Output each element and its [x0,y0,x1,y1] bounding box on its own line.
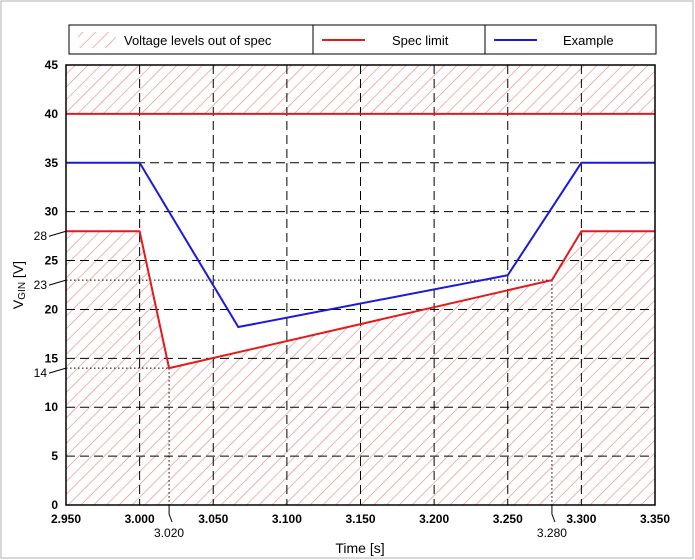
legend-label-example: Example [563,33,614,48]
annotation-leader-x [168,505,173,523]
y-tick-label: 5 [51,449,58,463]
x-tick-label: 3.100 [272,512,302,526]
plot-border [65,64,656,506]
helper-lines [66,279,553,505]
annotation-leader-y [48,367,67,374]
y-tick-label: 10 [45,400,59,414]
y-tick-label: 20 [45,302,59,316]
legend-label-spec-limit: Spec limit [392,33,449,48]
y-tick-label: 35 [45,156,59,170]
annotations: 28 23 14 3.020 3.280 [34,229,568,540]
annotation-leader-x [551,505,556,523]
annotation-label-x: 3.020 [154,526,184,540]
series-line-example [66,161,655,329]
legend-label-out-of-spec: Voltage levels out of spec [124,33,272,48]
grid [66,65,655,505]
x-tick-label: 3.300 [566,512,596,526]
x-tick-label: 3.200 [419,512,449,526]
x-tick-label: 3.250 [493,512,523,526]
x-tick-label: 3.050 [198,512,228,526]
y-tick-label: 15 [45,351,59,365]
ticks: 2.950 3.000 3.050 3.100 3.150 3.200 3.250 3.300… [45,58,671,526]
x-tick-label: 2.950 [51,512,81,526]
x-tick-label: 3.150 [345,512,375,526]
annotation-leader-y [48,279,67,286]
legend-swatch-hatch [78,32,116,48]
annotation-label-y: 28 [34,229,48,243]
legend: Voltage levels out of spec Spec limit Ex… [68,24,657,55]
annotation-label-x: 3.280 [537,526,567,540]
y-tick-label: 25 [45,254,59,268]
y-tick-label: 40 [45,107,59,121]
annotation-label-y: 14 [34,366,48,380]
y-tick-label: 45 [45,58,59,72]
y-tick-label: 0 [51,498,58,512]
x-tick-label: 3.350 [640,512,670,526]
annotation-leader-y [48,230,67,237]
x-tick-label: 3.000 [125,512,155,526]
series-line-spec-limit [66,230,655,370]
series [66,112,655,370]
annotation-label-y: 23 [34,278,48,292]
y-tick-label: 30 [45,205,59,219]
y-axis-label: VGIN [V] [10,261,28,309]
x-axis-label: Time [s] [335,540,384,556]
